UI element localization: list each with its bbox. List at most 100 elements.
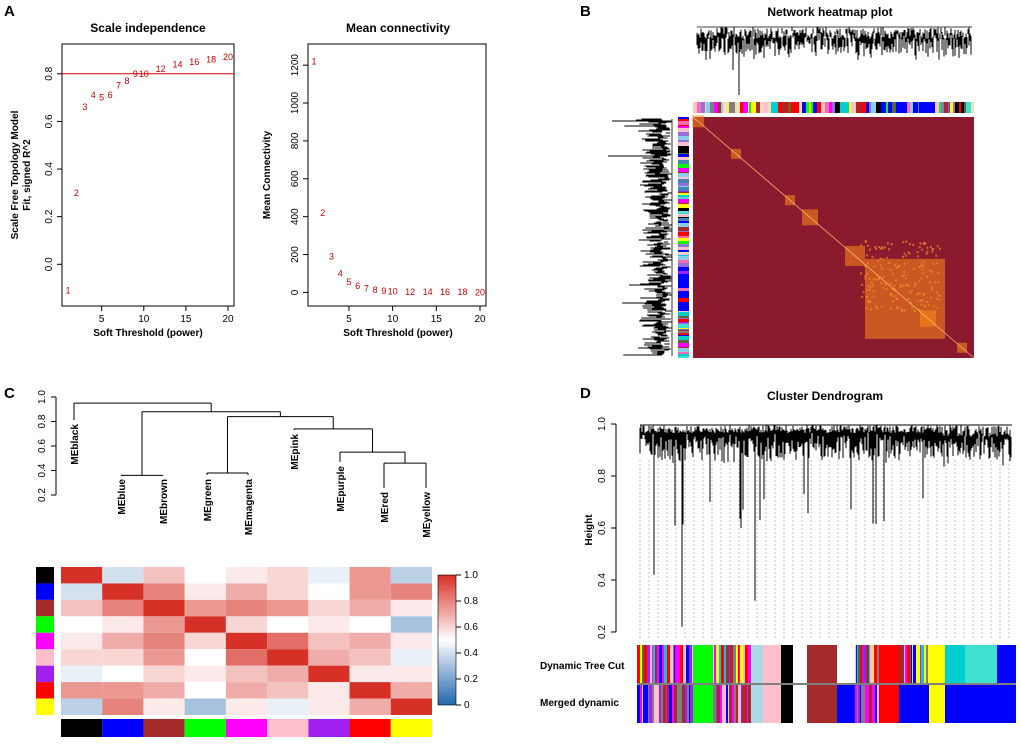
color-bar-segment: [678, 274, 689, 276]
heatmap-left-color-bar: [678, 117, 689, 358]
color-row-segment: [680, 685, 682, 723]
color-row-segment: [862, 685, 865, 723]
module-color-swatch: [36, 632, 54, 650]
color-bar-segment: [678, 336, 689, 340]
heatmap-cell: [918, 280, 921, 283]
color-bar-segment: [869, 102, 871, 113]
heatmap-cell: [225, 665, 268, 683]
heatmap-cell: [889, 282, 892, 285]
leaf-label: MEpurple: [336, 466, 347, 512]
color-row-segment: [742, 685, 744, 723]
color-row-segment: [664, 645, 667, 683]
color-bar-segment: [825, 102, 829, 113]
color-bar-segment: [728, 102, 729, 113]
color-bar-segment: [678, 283, 689, 287]
color-bar-segment: [678, 128, 689, 132]
color-bar-segment: [678, 142, 689, 146]
heatmap-cell: [349, 567, 391, 584]
color-row-segment: [677, 645, 680, 683]
color-bar-segment: [678, 146, 689, 150]
heatmap-cell: [143, 682, 185, 699]
color-bar-segment: [678, 193, 689, 195]
color-bar-segment: [919, 102, 923, 113]
heatmap-cell: [308, 567, 350, 584]
color-bar-segment: [718, 102, 721, 113]
heatmap-cell: [913, 284, 916, 287]
heatmap-cell: [865, 307, 868, 310]
color-bar-segment: [678, 172, 689, 173]
heatmap-cell: [143, 698, 185, 715]
color-row-segment: [728, 685, 729, 723]
color-row-segment: [874, 645, 877, 683]
color-row-segment: [716, 685, 717, 723]
data-point-label: 16: [189, 57, 199, 67]
heatmap-cell: [919, 242, 922, 245]
heatmap-cell: [876, 307, 879, 310]
color-row-segment: [675, 645, 677, 683]
color-bar-segment: [678, 187, 689, 191]
color-row-segment: [637, 685, 640, 723]
color-row-segment: [653, 645, 654, 683]
heatmap-cell: [885, 288, 888, 291]
heatmap-cell: [867, 284, 870, 287]
heatmap-cell: [879, 264, 882, 267]
heatmap-cell: [267, 567, 309, 584]
data-point-label: 5: [99, 93, 104, 103]
color-row-segment: [729, 645, 730, 683]
heatmap-cell: [349, 649, 391, 666]
heatmap-left-dendrogram: [608, 118, 673, 356]
heatmap-cell: [918, 246, 921, 249]
heatmap-cell: [887, 248, 890, 251]
heatmap-cell: [939, 247, 942, 250]
leaf-label: MEpink: [290, 434, 301, 470]
color-bar-segment: [941, 102, 944, 113]
heatmap-cell: [61, 567, 103, 584]
heatmap-cell: [349, 698, 391, 715]
color-bar-segment: [678, 267, 689, 271]
color-bar-segment: [907, 102, 910, 113]
heatmap-cell: [61, 649, 103, 666]
y-tick-label: 0.4: [44, 162, 55, 176]
color-bar-segment: [971, 102, 974, 113]
color-row-segment: [683, 645, 686, 683]
heatmap-cell: [225, 616, 268, 633]
heatmap-cell: [869, 286, 872, 289]
color-row-segment: [837, 685, 855, 723]
color-row-segment: [716, 645, 717, 683]
color-bar-segment: [678, 250, 689, 252]
heatmap-cell: [925, 252, 928, 255]
heatmap-cell: [891, 272, 894, 275]
y-tick-label: 0.8: [44, 66, 55, 80]
color-row-segment: [693, 685, 713, 723]
color-row-segment: [904, 645, 905, 683]
heatmap-cell: [868, 277, 871, 280]
color-bar-segment: [710, 102, 714, 113]
heatmap-cell: [907, 251, 910, 254]
heatmap-cell: [935, 254, 938, 257]
color-bar-segment: [950, 102, 953, 113]
scale-independence-xlabel: Soft Threshold (power): [93, 328, 202, 339]
x-tick-label: 20: [222, 314, 234, 325]
heatmap-cell: [901, 309, 904, 312]
heatmap-cell: [896, 298, 899, 301]
heatmap-cell: [890, 243, 893, 246]
color-bar-segment: [678, 319, 689, 322]
heatmap-cell: [308, 665, 350, 683]
color-bar-segment: [678, 311, 689, 312]
heatmap-cell: [390, 616, 432, 633]
color-bar-segment: [678, 223, 689, 227]
heatmap-cell: [936, 245, 939, 248]
heatmap-cell: [184, 649, 226, 666]
color-bar-segment: [817, 102, 821, 113]
data-point-label: 14: [423, 287, 433, 297]
color-bar-segment: [678, 312, 689, 316]
heatmap-cell: [917, 292, 920, 295]
color-row-segment: [717, 685, 720, 723]
color-bar-segment: [886, 102, 888, 113]
color-bar-segment: [678, 197, 689, 199]
color-row-segment: [911, 645, 912, 683]
heatmap-cell: [886, 242, 889, 245]
data-point-label: 12: [405, 287, 415, 297]
color-bar-segment: [678, 354, 689, 356]
